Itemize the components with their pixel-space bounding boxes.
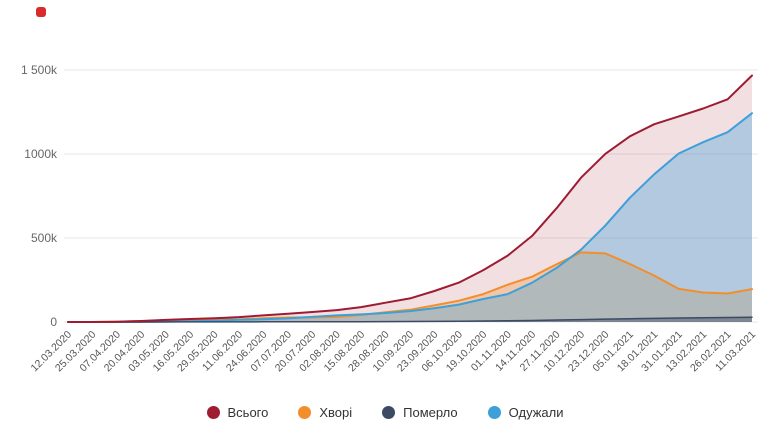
legend-dot-sick [298,405,312,419]
legend-label-total: Всього [227,404,269,420]
legend-item-deaths[interactable]: Померло [382,405,458,420]
series-area-Померло [68,317,752,322]
series-area-Хворі [68,252,752,322]
legend-label-recovered: Одужали [508,404,564,420]
legend-item-sick[interactable]: Хворі [298,405,352,420]
series-line-Померло [67,316,753,323]
legend-label-sick: Хворі [319,404,353,420]
chart-legend: Всього Хворі Померло Одужали [0,398,770,426]
series-area-Всього [68,75,752,322]
y-tick-label: 1 500k [21,63,58,77]
legend-dot-total [206,405,220,419]
y-tick-label: 0 [50,315,57,329]
logo-mark [36,7,46,17]
legend-label-deaths: Померло [403,404,458,420]
legend-item-total[interactable]: Всього [206,404,269,420]
series-area-Одужали [68,113,752,322]
legend-dot-deaths [382,405,396,419]
y-tick-label: 500k [31,231,58,245]
legend-item-recovered[interactable]: Одужали [487,404,564,420]
y-tick-label: 1000k [24,147,58,161]
legend-dot-recovered [487,405,501,419]
series-line-Всього [67,74,753,323]
